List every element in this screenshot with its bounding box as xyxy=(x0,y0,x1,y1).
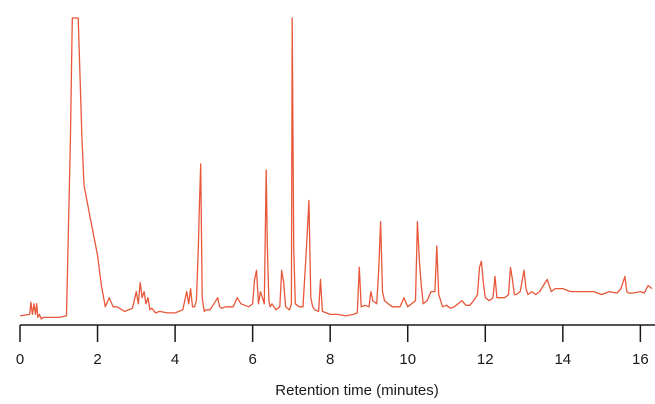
plot-area xyxy=(19,17,653,320)
x-tick-label: 10 xyxy=(399,351,416,368)
x-tick-label: 8 xyxy=(326,351,334,368)
x-tick-label: 2 xyxy=(93,351,101,368)
series-line-0 xyxy=(19,17,653,320)
x-axis-title: Retention time (minutes) xyxy=(275,382,438,399)
x-tick-label: 6 xyxy=(248,351,256,368)
x-axis-ticks: 0 2 4 6 8 10 12 14 16 xyxy=(16,325,649,368)
x-tick-label: 14 xyxy=(554,351,571,368)
x-tick-label: 16 xyxy=(632,351,649,368)
x-tick-label: 4 xyxy=(171,351,179,368)
x-tick-label: 12 xyxy=(477,351,494,368)
x-tick-label: 0 xyxy=(16,351,24,368)
